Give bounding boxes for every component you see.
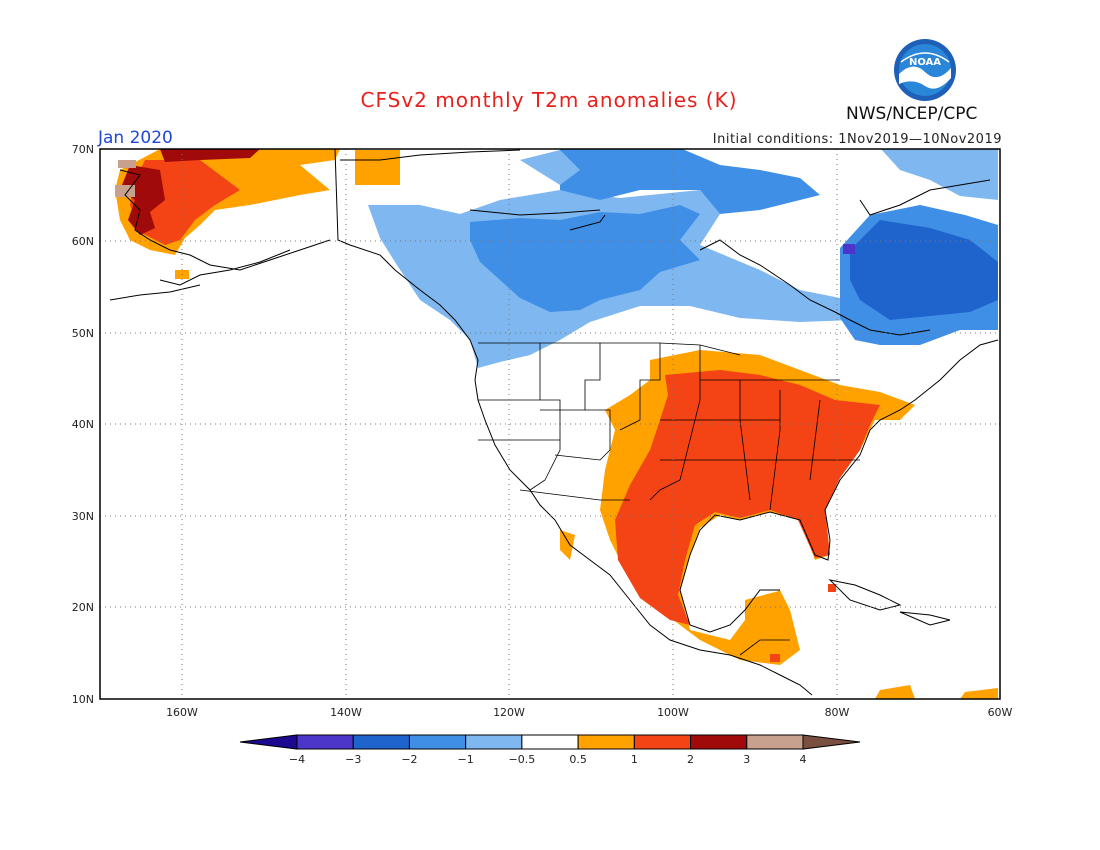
logo-text: NOAA	[909, 57, 941, 68]
colorbar-label: −1	[458, 753, 474, 766]
agency-label: NWS/NCEP/CPC	[846, 104, 978, 124]
colorbar-right-arrow	[802, 734, 861, 750]
noaa-logo: NOAA	[894, 39, 956, 101]
warm-anomaly-alaska	[115, 149, 400, 279]
coastlines	[109, 149, 999, 696]
colorbar-left-arrow	[239, 734, 298, 750]
cold-anomaly-west	[368, 149, 855, 368]
colorbar-swatch	[465, 734, 523, 750]
lon-label: 160W	[166, 706, 198, 719]
colorbar-label: 0.5	[569, 753, 587, 766]
colorbar-swatch	[746, 734, 804, 750]
graticule	[100, 149, 1000, 699]
colorbar-swatch	[521, 734, 579, 750]
lon-label: 60W	[988, 706, 1013, 719]
lat-label: 40N	[72, 418, 94, 431]
colorbar-label: −0.5	[509, 753, 536, 766]
colorbar-label: 3	[743, 753, 750, 766]
lat-label: 30N	[72, 510, 94, 523]
lon-label: 140W	[330, 706, 362, 719]
colorbar-label: −2	[401, 753, 417, 766]
lon-label: 120W	[493, 706, 525, 719]
map-frame	[99, 148, 1001, 700]
colorbar-label: −3	[345, 753, 361, 766]
cold-anomaly-east	[840, 149, 998, 345]
colorbar-label: 2	[687, 753, 694, 766]
colorbar-swatch	[352, 734, 410, 750]
colorbar-label: 1	[631, 753, 638, 766]
initial-conditions: Initial conditions: 1Nov2019—10Nov2019	[712, 132, 1002, 147]
colorbar-label: −4	[289, 753, 305, 766]
colorbar-swatch	[690, 734, 748, 750]
lat-label: 50N	[72, 327, 94, 340]
warm-anomaly-us-mexico	[560, 350, 998, 699]
colorbar-swatch	[577, 734, 635, 750]
lon-label: 80W	[825, 706, 850, 719]
map-title: CFSv2 monthly T2m anomalies (K)	[360, 88, 738, 112]
forecast-month: Jan 2020	[98, 128, 173, 148]
lat-label: 60N	[72, 235, 94, 248]
colorbar-swatch	[296, 734, 354, 750]
political-borders	[478, 342, 860, 656]
map-area	[100, 149, 1000, 699]
lon-ticks: 160W 140W 120W 100W 80W 60W	[166, 706, 1012, 719]
lat-ticks: 70N 60N 50N 40N 30N 20N 10N	[72, 143, 94, 706]
lat-label: 20N	[72, 601, 94, 614]
colorbar-swatch	[408, 734, 467, 750]
colorbar-swatch	[633, 734, 692, 750]
colorbar-label: 4	[800, 753, 807, 766]
lat-label: 70N	[72, 143, 94, 156]
lon-label: 100W	[657, 706, 689, 719]
lat-label: 10N	[72, 693, 94, 706]
colorbar: −4 −3 −2 −1 −0.5 0.5 1 2 3 4	[239, 734, 861, 766]
